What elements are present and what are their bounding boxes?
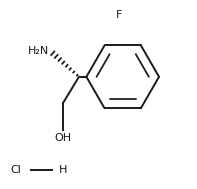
Text: F: F: [116, 10, 122, 20]
Text: Cl: Cl: [10, 165, 21, 175]
Text: H: H: [59, 165, 67, 175]
Text: H₂N: H₂N: [28, 46, 49, 56]
Text: OH: OH: [55, 133, 72, 143]
